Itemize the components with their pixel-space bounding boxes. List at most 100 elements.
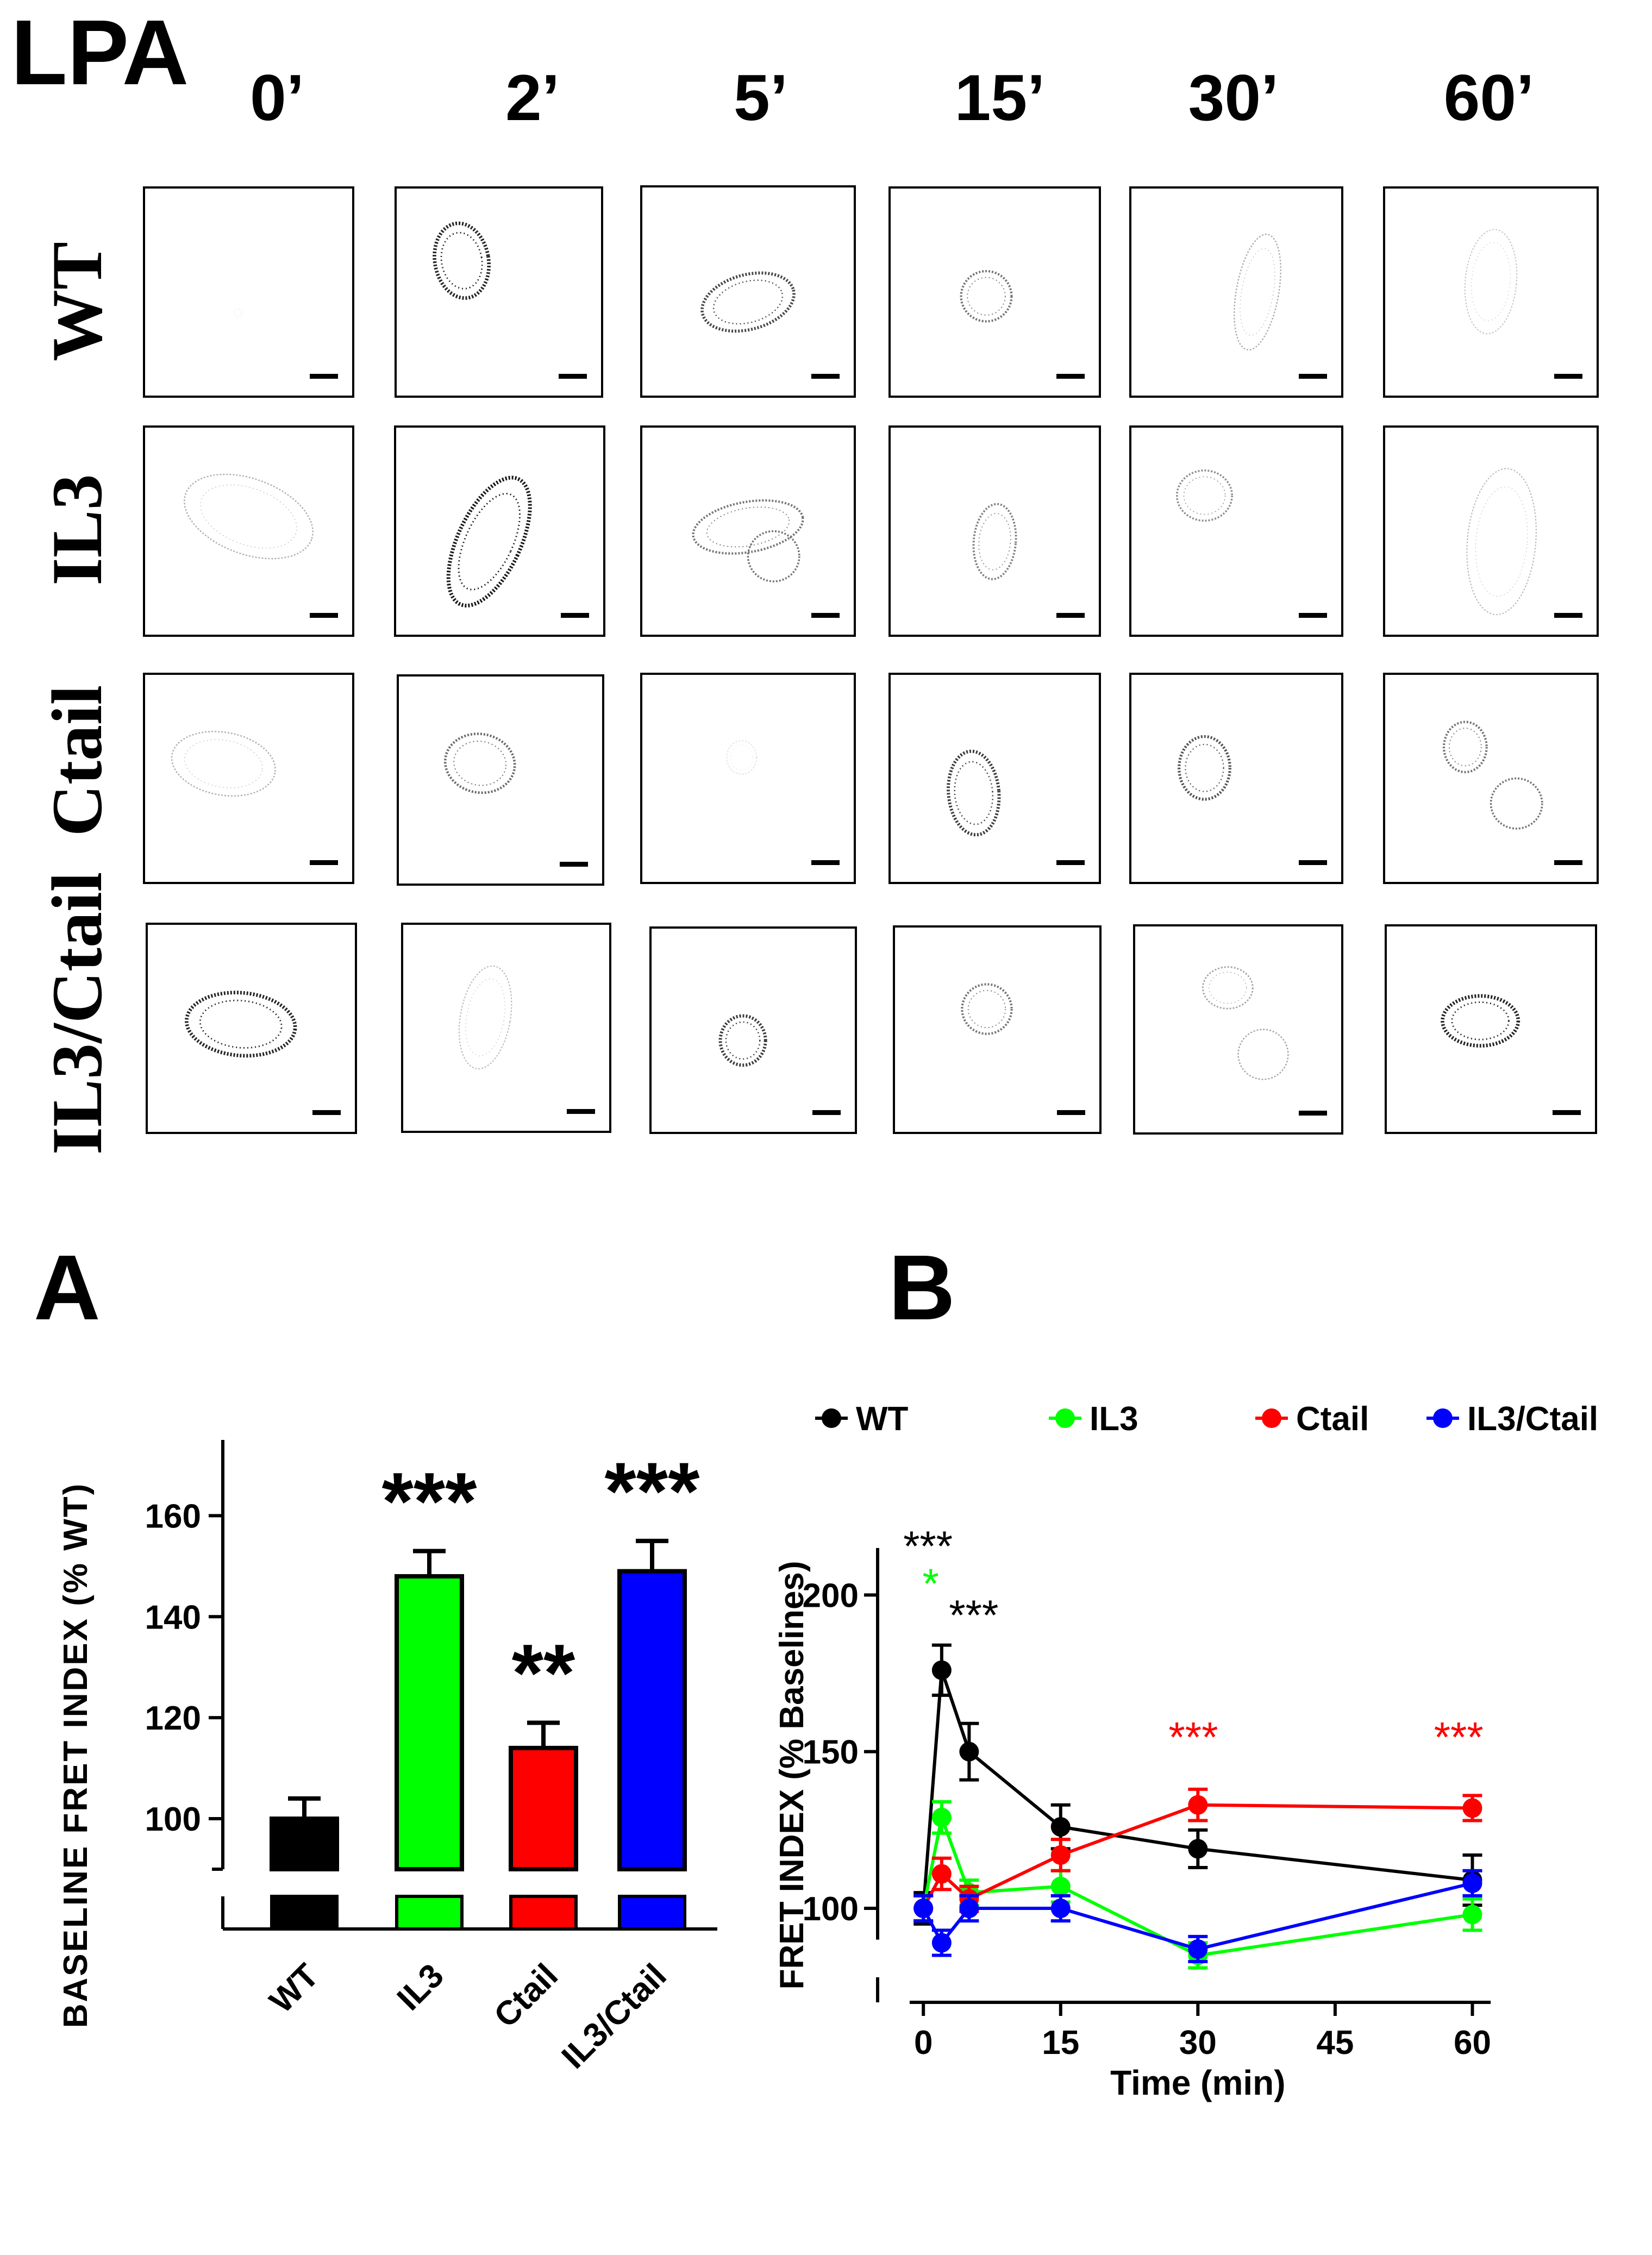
significance-label: ***	[1434, 1713, 1484, 1761]
scale-bar	[561, 613, 589, 618]
scale-bar	[1553, 1110, 1581, 1115]
data-point	[959, 1899, 979, 1918]
data-point	[1462, 1798, 1482, 1818]
legend-label: IL3	[1090, 1400, 1138, 1438]
legend-marker	[1055, 1408, 1075, 1428]
cell-outline	[233, 308, 243, 318]
micrograph-panel	[401, 923, 611, 1133]
cell-outline	[1441, 994, 1520, 1048]
y-tick-label: 100	[145, 1801, 201, 1838]
bar-base	[618, 1895, 686, 1931]
data-point	[931, 1660, 952, 1680]
cell-outline	[747, 530, 800, 582]
cell-outline	[185, 991, 297, 1058]
cell-outline	[1237, 1029, 1289, 1080]
data-point	[1188, 1939, 1208, 1959]
micrograph-panel	[888, 425, 1101, 637]
time-label: 5’	[733, 61, 789, 134]
micrograph-panel	[888, 673, 1101, 884]
scale-bar	[1554, 860, 1582, 865]
data-point	[1050, 1876, 1071, 1896]
legend-label: WT	[856, 1400, 909, 1438]
y-tick-label: 150	[803, 1734, 859, 1771]
significance-label: ***	[1168, 1713, 1218, 1761]
panel-b-line-chart: 100 150 200 0 15 30 45 60 Time (min) FRET INDEX (…	[773, 1400, 1598, 2102]
scale-bar	[1056, 860, 1085, 865]
micrograph-panel	[1383, 186, 1599, 398]
cell-outline	[1202, 966, 1254, 1010]
legend-marker	[1262, 1408, 1281, 1428]
micrograph-panel	[143, 673, 354, 884]
panel-a-label: A	[34, 1236, 101, 1339]
scale-bar	[1057, 1110, 1085, 1115]
y-tick-label: 200	[803, 1577, 859, 1614]
y-tick-label: 160	[145, 1498, 201, 1535]
time-label: 2’	[505, 61, 560, 134]
cell-outline	[960, 270, 1013, 323]
bar	[395, 1574, 464, 1871]
data-point	[1188, 1839, 1208, 1859]
micrograph-panel	[1385, 924, 1597, 1134]
data-point	[1462, 1905, 1482, 1925]
significance-label: ***	[903, 1522, 953, 1570]
legend-marker	[822, 1408, 841, 1428]
data-point	[1462, 1873, 1482, 1893]
treatment-label: LPA	[11, 1, 189, 104]
legend-label: IL3/Ctail	[1467, 1400, 1598, 1438]
scale-bar	[811, 860, 840, 865]
micrograph-panel	[893, 925, 1102, 1134]
panel-b-label: B	[888, 1236, 955, 1339]
scale-bar	[310, 860, 338, 865]
significance-label: ***	[949, 1591, 998, 1639]
cell-outline	[947, 749, 1001, 837]
cell-outline	[726, 740, 758, 775]
significance-label: *	[922, 1559, 938, 1607]
category-label: Ctail	[487, 1957, 565, 2035]
scale-bar	[310, 613, 338, 618]
data-point	[959, 1742, 979, 1762]
cell-outline	[961, 983, 1013, 1035]
bar	[270, 1816, 339, 1872]
cell-outline	[458, 965, 512, 1070]
cell-outline	[718, 1014, 767, 1067]
scale-bar	[559, 374, 587, 379]
micrograph-panel	[1129, 425, 1343, 637]
scale-bar	[1299, 860, 1327, 865]
bar-base	[270, 1895, 339, 1931]
y-tick-label: 140	[145, 1599, 201, 1636]
data-point	[1050, 1899, 1071, 1918]
scale-bar	[310, 374, 338, 379]
cell-outline	[1234, 233, 1281, 351]
time-label: 30’	[1188, 61, 1279, 134]
time-label: 0’	[249, 61, 305, 134]
time-label: 15’	[954, 61, 1046, 134]
scale-bar	[1554, 374, 1582, 379]
micrograph-panel	[394, 425, 605, 637]
scale-bar	[567, 1109, 595, 1114]
cell-outline	[446, 475, 532, 607]
legend-marker	[1433, 1408, 1453, 1428]
micrograph-panel	[649, 926, 857, 1134]
scale-bar	[811, 374, 840, 379]
cell-outline	[700, 271, 796, 333]
micrograph-panel	[640, 425, 856, 637]
micrograph-panel	[888, 186, 1101, 398]
data-point	[1050, 1817, 1071, 1837]
data-point	[913, 1899, 934, 1918]
micrograph-panel	[143, 186, 354, 398]
significance-label: **	[512, 1627, 575, 1718]
cell-outline	[1176, 469, 1233, 522]
bar	[617, 1569, 687, 1872]
micrograph-panel	[397, 674, 604, 886]
series-line	[922, 1669, 1473, 1909]
micrograph-panel	[395, 186, 603, 398]
x-tick-label: 15	[1042, 2024, 1079, 2062]
cell-outline	[433, 221, 491, 300]
micrograph-panel	[1383, 425, 1599, 637]
scale-bar	[1299, 613, 1327, 618]
category-label: IL3	[390, 1957, 451, 2018]
time-label: 60’	[1443, 61, 1535, 134]
significance-label: ***	[604, 1445, 700, 1537]
data-point	[1188, 1795, 1208, 1815]
micrograph-panel	[640, 673, 856, 884]
